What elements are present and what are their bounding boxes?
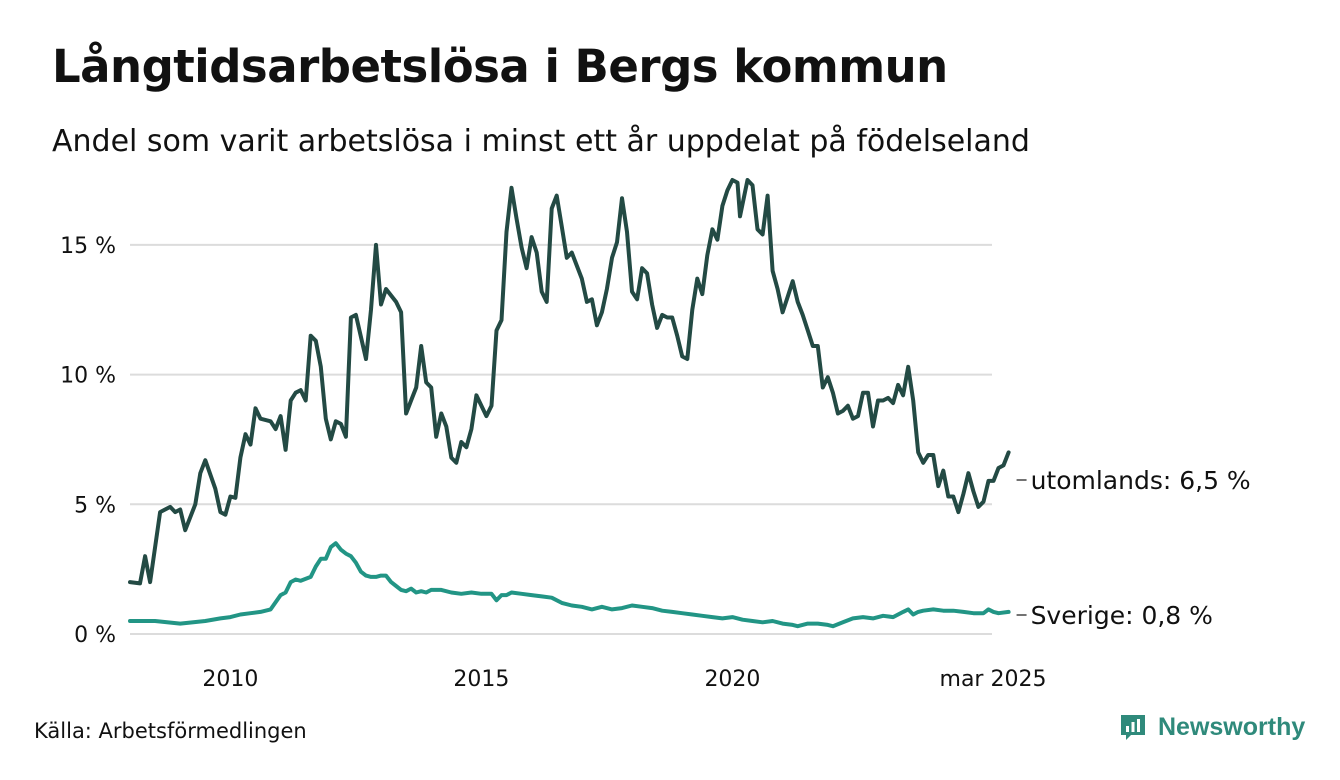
y-axis-ticks: 0 % 5 % 10 % 15 % [60,234,116,648]
y-tick-label: 5 % [74,493,116,518]
x-tick-label: 2015 [453,667,509,692]
brand-logo: Newsworthy [1118,712,1305,742]
gridlines [130,243,992,635]
series-end-labels: utomlands: 6,5 % Sverige: 0,8 % [1016,466,1251,630]
y-tick-label: 15 % [60,234,116,259]
chart-title: Långtidsarbetslösa i Bergs kommun [52,40,948,93]
source-note: Källa: Arbetsförmedlingen [34,719,307,743]
y-tick-label: 0 % [74,623,116,648]
brand-name: Newsworthy [1158,712,1306,741]
series-line-sverige [128,541,1011,629]
x-tick-label: 2020 [704,667,760,692]
series-end-label: utomlands: 6,5 % [1031,466,1251,495]
x-tick-label: mar 2025 [940,667,1047,692]
x-tick-label: 2010 [202,667,258,692]
x-axis-ticks: 2010 2015 2020 mar 2025 [202,667,1046,692]
series-lines [128,178,1011,629]
newsworthy-logo-icon [1121,715,1145,740]
series-line-utomlands [128,178,1011,586]
series-end-label: Sverige: 0,8 % [1031,601,1213,630]
y-tick-label: 10 % [60,364,116,389]
chart-subtitle: Andel som varit arbetslösa i minst ett å… [52,124,1030,159]
